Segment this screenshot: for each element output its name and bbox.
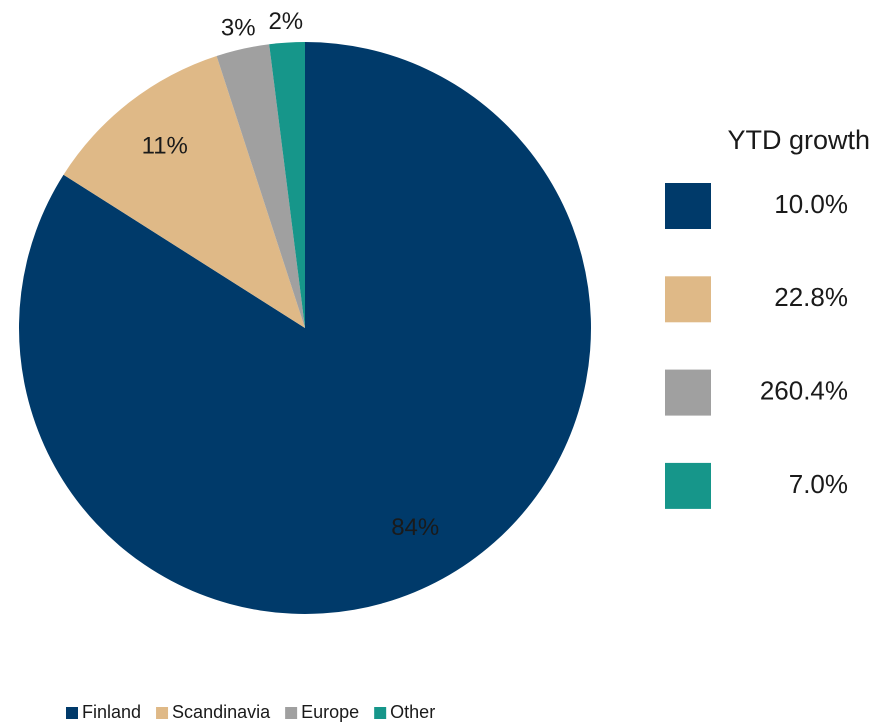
pie-slice bbox=[216, 44, 305, 329]
growth-swatch bbox=[665, 369, 711, 416]
growth-swatch bbox=[665, 183, 711, 229]
slice-label: 3% bbox=[221, 15, 256, 42]
growth-label: 7.0% bbox=[789, 469, 848, 499]
legend-label: Scandinavia bbox=[172, 702, 271, 722]
slice-label: 11% bbox=[142, 133, 188, 160]
growth-label: 10.0% bbox=[774, 189, 848, 219]
legend-swatch bbox=[66, 707, 78, 719]
growth-label: 260.4% bbox=[760, 375, 848, 405]
slice-label: 2% bbox=[268, 8, 303, 35]
legend-swatch bbox=[374, 707, 387, 719]
growth-label: 22.8% bbox=[774, 282, 848, 312]
slice-label: 84% bbox=[391, 514, 439, 541]
pie-slice bbox=[269, 42, 305, 328]
growth-swatch bbox=[665, 462, 711, 509]
pie-slice bbox=[63, 55, 305, 329]
legend-label: Finland bbox=[82, 702, 141, 722]
legend-swatch bbox=[285, 707, 298, 719]
growth-swatch bbox=[665, 276, 711, 323]
legend-swatch bbox=[156, 707, 169, 719]
growth-title: YTD growth bbox=[727, 125, 870, 155]
legend-label: Other bbox=[390, 702, 435, 722]
legend-label: Europe bbox=[301, 702, 359, 722]
